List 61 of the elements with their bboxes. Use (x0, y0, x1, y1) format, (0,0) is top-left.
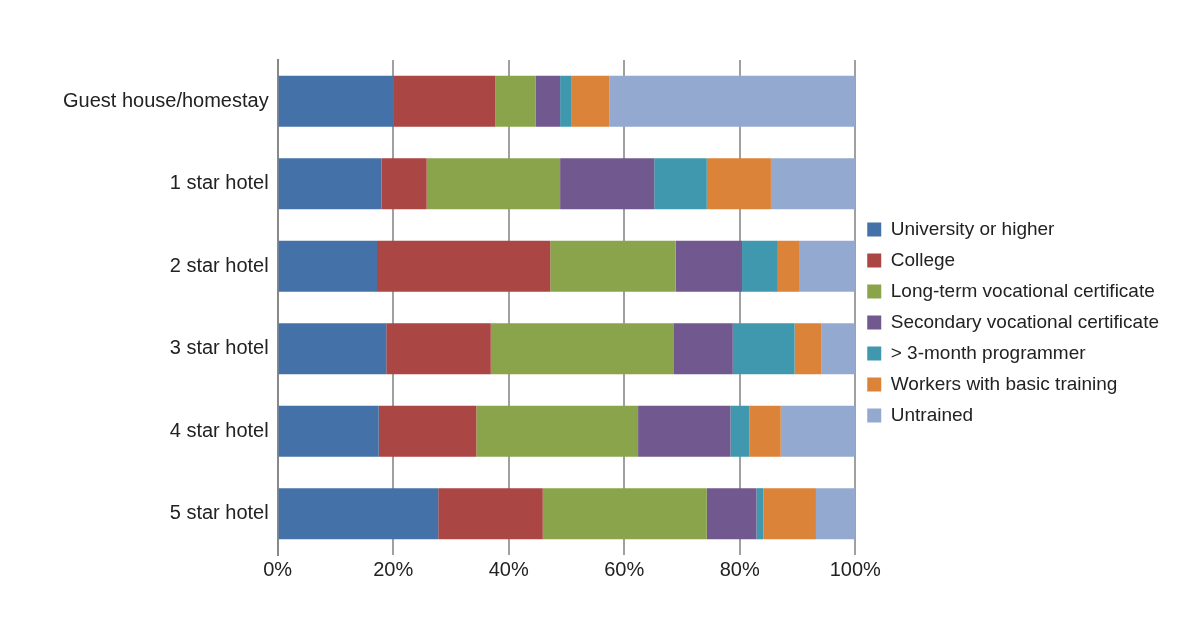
bar (742, 240, 778, 292)
bar (278, 405, 379, 457)
bar (393, 75, 496, 127)
bar (386, 323, 491, 375)
legend-label: College (890, 248, 956, 270)
bar (495, 75, 536, 127)
y-tick-label: 4 star hotel (169, 418, 269, 441)
bar (780, 405, 856, 457)
bar (749, 405, 781, 457)
bar (278, 488, 439, 540)
bar (560, 75, 572, 127)
y-tick-label: 2 star hotel (169, 253, 269, 276)
bar (794, 323, 822, 375)
legend-label: Workers with basic training (890, 372, 1118, 394)
bar (815, 488, 856, 540)
legend-label: Untrained (890, 403, 974, 425)
bar (278, 323, 387, 375)
bar (571, 75, 610, 127)
x-tick-label: 40% (488, 557, 529, 580)
bar (675, 240, 743, 292)
x-tick-label: 0% (263, 557, 293, 580)
bar (770, 158, 856, 210)
bar (673, 323, 733, 375)
x-tick-label: 80% (719, 557, 760, 580)
y-tick-label: 5 star hotel (169, 501, 269, 524)
y-tick-label: 1 star hotel (169, 171, 269, 194)
bar (426, 158, 561, 210)
x-tick-label: 20% (373, 557, 414, 580)
bar (732, 323, 795, 375)
x-tick-label: 100% (829, 557, 882, 580)
bar (550, 240, 676, 292)
y-tick-label: Guest house/homestay (62, 88, 269, 111)
bar (378, 405, 477, 457)
bar (381, 158, 427, 210)
bar (638, 405, 731, 457)
bar (476, 405, 639, 457)
bar (799, 240, 856, 292)
bar (278, 158, 382, 210)
y-tick-label: 3 star hotel (169, 336, 269, 359)
bar (490, 323, 674, 375)
bar (654, 158, 707, 210)
legend-label: University or higher (890, 217, 1056, 239)
x-tick-label: 60% (604, 557, 645, 580)
bar (535, 75, 561, 127)
bar (756, 488, 764, 540)
bar (438, 488, 543, 540)
legend-label: Secondary vocational certificate (890, 310, 1160, 332)
bar (763, 488, 816, 540)
legend-label: > 3-month programmer (890, 341, 1087, 363)
bar (706, 488, 757, 540)
bar (542, 488, 707, 540)
bar (278, 240, 378, 292)
bar (609, 75, 856, 127)
bar (278, 75, 394, 127)
bar (777, 240, 800, 292)
bar (821, 323, 856, 375)
bar (730, 405, 750, 457)
bar (377, 240, 551, 292)
legend-label: Long-term vocational certificate (890, 279, 1155, 301)
bar (560, 158, 655, 210)
bar (706, 158, 771, 210)
